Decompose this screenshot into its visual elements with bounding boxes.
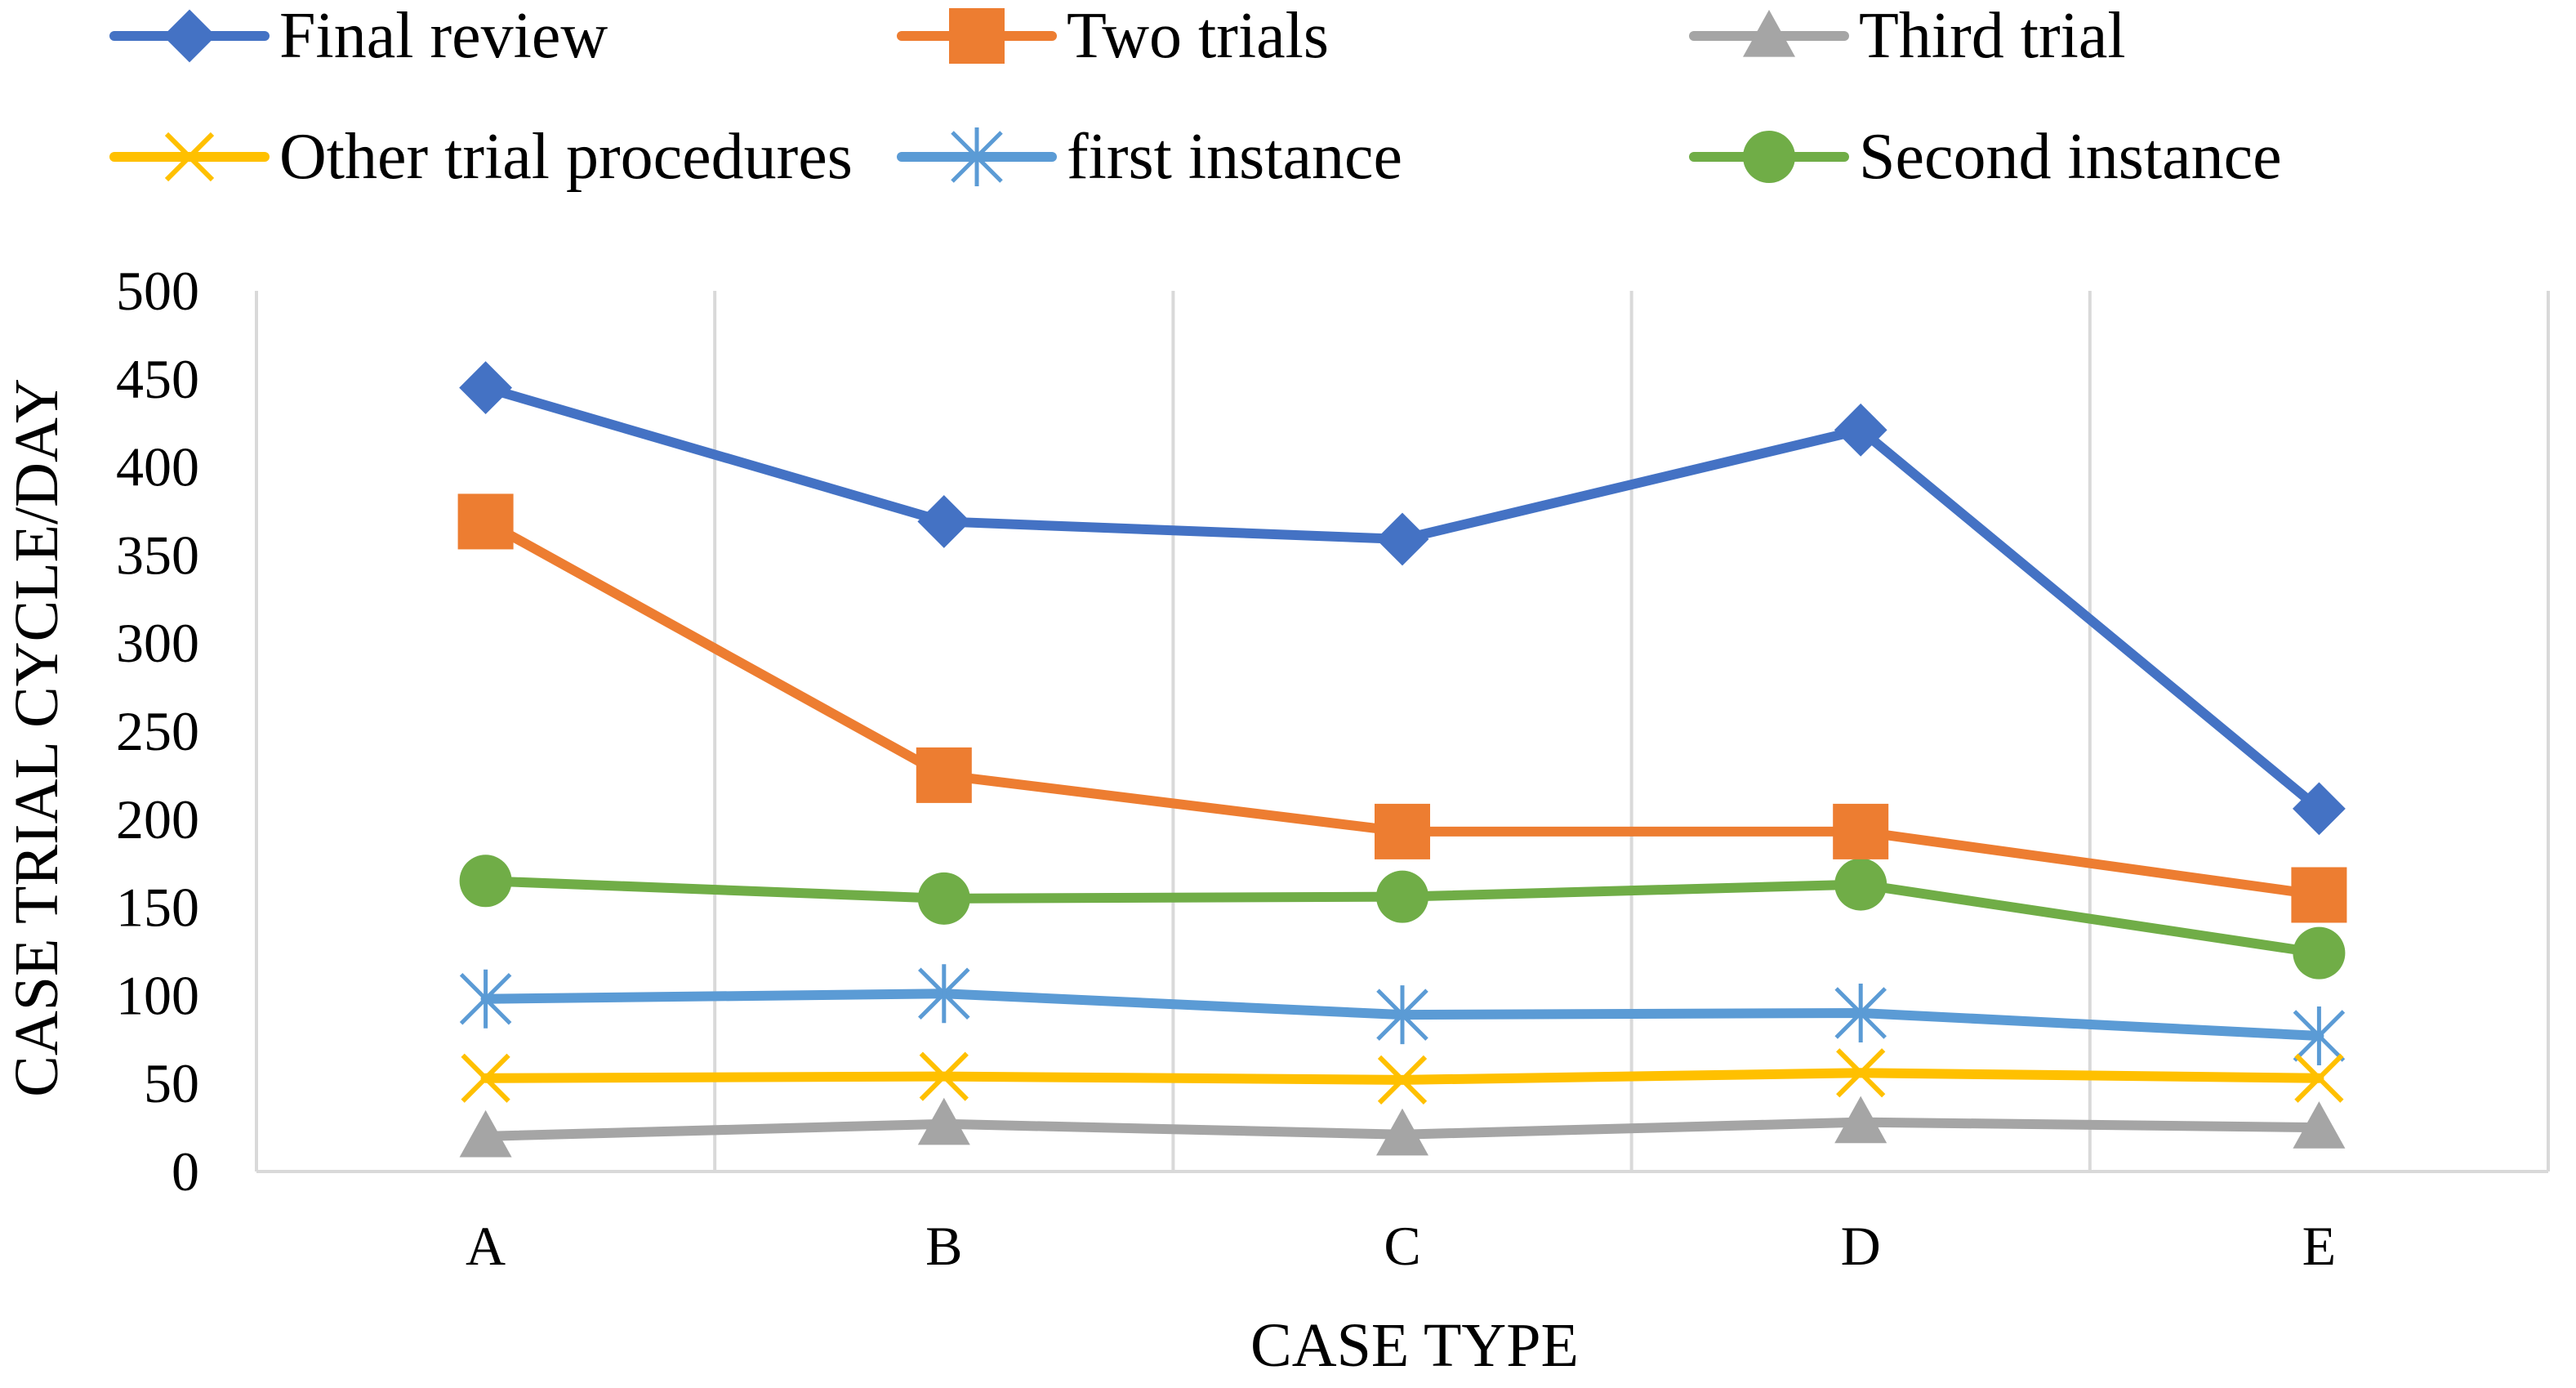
data-point-first-instance: [459, 969, 512, 1029]
data-point-final-review: [917, 495, 971, 548]
legend-label: Other trial procedures: [279, 121, 853, 193]
series-lines: [457, 361, 2347, 1158]
legend-item-second-instance: Second instance: [1689, 121, 2282, 193]
data-point-two-trials: [457, 493, 514, 550]
y-tick-label: 50: [144, 1052, 199, 1114]
x-axis-title: CASE TYPE: [1250, 1311, 1579, 1380]
series-line-final-review: [480, 382, 2324, 814]
y-tick-label: 350: [116, 524, 199, 586]
legend-marker: [1743, 10, 1795, 57]
series-third-trial: [459, 1096, 2346, 1158]
data-point-two-trials: [1833, 803, 1889, 859]
axes: 0 50 100 150 200 250 300 350 400 450 500 A B C D E: [116, 260, 2548, 1277]
legend-marker: [1743, 131, 1795, 183]
legend-marker: [951, 127, 1003, 186]
legend-marker: [163, 9, 216, 63]
series-second-instance: [459, 855, 2346, 980]
legend-item-other-trial-procedures: Other trial procedures: [109, 121, 853, 193]
legend-label: first instance: [1067, 121, 1402, 193]
x-tick-label: A: [466, 1215, 506, 1277]
data-point-first-instance: [1834, 983, 1887, 1042]
y-axis-title: CASE TRIAL CYCLE/DAY: [2, 378, 71, 1097]
legend-label: Final review: [279, 0, 608, 72]
data-point-third-trial: [2293, 1101, 2346, 1149]
y-tick-label: 500: [116, 260, 199, 322]
data-point-final-review: [1834, 403, 1887, 457]
data-point-third-trial: [1834, 1096, 1887, 1144]
gridlines: [713, 291, 2550, 1172]
data-point-third-trial: [917, 1097, 970, 1145]
legend: Final review Two trials Third trial Other t…: [109, 0, 2282, 193]
series-other-trial-procedures: [461, 1048, 2344, 1105]
data-point-final-review: [1375, 512, 1429, 566]
y-tick-label: 300: [116, 612, 199, 674]
legend-label: Two trials: [1067, 0, 1329, 72]
data-point-other-trial-procedures: [2294, 1053, 2344, 1103]
y-tick-label: 0: [172, 1140, 199, 1203]
y-tick-label: 100: [116, 964, 199, 1026]
x-tick-label: B: [925, 1215, 962, 1277]
y-tick-label: 150: [116, 877, 199, 939]
data-point-final-review: [2292, 782, 2346, 836]
legend-item-first-instance: first instance: [897, 121, 1402, 193]
x-tick-label: D: [1841, 1215, 1881, 1277]
y-tick-label: 250: [116, 700, 199, 762]
series-two-trials: [457, 493, 2347, 923]
series-final-review: [459, 361, 2346, 836]
data-point-other-trial-procedures: [1377, 1055, 1428, 1105]
legend-label: Third trial: [1859, 0, 2126, 72]
data-point-other-trial-procedures: [1836, 1048, 1886, 1098]
legend-label: Second instance: [1859, 121, 2282, 193]
data-point-second-instance: [1376, 870, 1428, 923]
data-point-two-trials: [2291, 867, 2347, 923]
data-point-second-instance: [2293, 926, 2346, 980]
data-point-second-instance: [459, 855, 512, 908]
legend-item-two-trials: Two trials: [897, 0, 1329, 72]
data-point-first-instance: [2293, 1006, 2346, 1065]
data-point-second-instance: [1834, 858, 1887, 911]
data-point-first-instance: [1376, 985, 1428, 1045]
data-point-third-trial: [459, 1109, 512, 1158]
x-tick-label: E: [2302, 1215, 2337, 1277]
y-tick-label: 400: [116, 436, 199, 498]
y-tick-label: 450: [116, 348, 199, 410]
data-point-second-instance: [917, 872, 970, 925]
data-point-two-trials: [916, 747, 972, 803]
x-tick-label: C: [1384, 1215, 1420, 1277]
series-first-instance: [459, 964, 2346, 1065]
y-tick-label: 200: [116, 788, 199, 850]
data-point-final-review: [459, 361, 513, 414]
data-point-other-trial-procedures: [919, 1051, 969, 1101]
legend-item-third-trial: Third trial: [1689, 0, 2126, 72]
data-point-other-trial-procedures: [461, 1053, 510, 1103]
data-point-first-instance: [918, 964, 970, 1024]
data-point-third-trial: [1376, 1108, 1428, 1156]
legend-marker: [164, 132, 215, 182]
legend-item-final-review: Final review: [109, 0, 608, 72]
data-point-two-trials: [1375, 803, 1430, 859]
legend-marker: [949, 8, 1005, 64]
